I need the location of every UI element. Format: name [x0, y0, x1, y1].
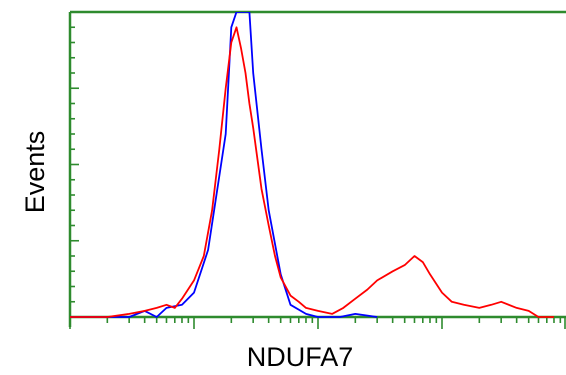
x-axis-title: NDUFA7: [247, 342, 354, 372]
y-axis-title: Events: [20, 131, 50, 214]
series-layer: [70, 12, 554, 318]
axes: [68, 10, 566, 329]
series-line-1: [70, 12, 378, 318]
series-line-2: [70, 26, 554, 318]
